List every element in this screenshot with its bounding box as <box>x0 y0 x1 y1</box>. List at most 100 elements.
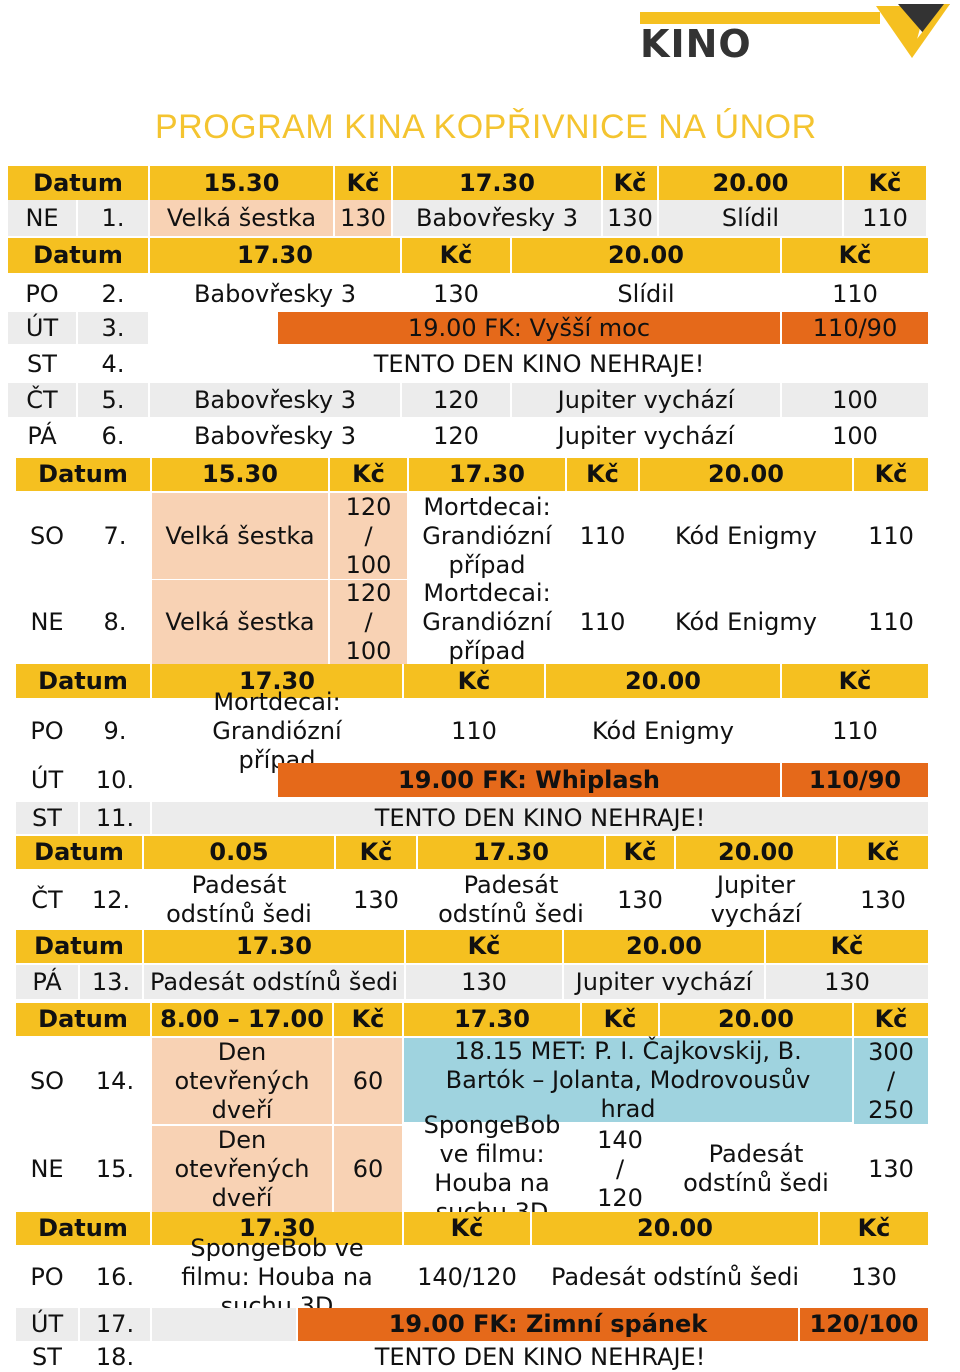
film-title: Den otevřených dveří <box>152 1038 332 1124</box>
header-time: 17.30 <box>393 166 601 200</box>
film-title: Slídil <box>659 200 842 236</box>
price: 110/90 <box>782 312 928 344</box>
film-title: SpongeBob ve filmu: Houba na suchu 3D <box>423 1111 561 1226</box>
day-date: 2. <box>101 279 125 308</box>
film-title: Padesát odstínů šedi <box>438 871 584 928</box>
logo-text: KINO <box>640 22 752 66</box>
film-title: Velká šestka <box>150 200 333 236</box>
day-date: 3. <box>78 312 148 344</box>
header-datum: Datum <box>8 238 148 273</box>
header-datum: Datum <box>16 664 150 698</box>
film-title: Babovřesky 3 <box>193 279 357 308</box>
film-title: SpongeBob ve filmu: Houba na suchu 3D <box>181 1233 373 1320</box>
price: 100 <box>832 421 878 450</box>
price: 110 <box>832 716 878 745</box>
film-title: Padesát odstínů šedi <box>166 871 312 928</box>
day-name: SO <box>29 521 65 550</box>
header-datum: Datum <box>8 166 148 200</box>
header-kc: Kč <box>404 1212 530 1245</box>
day-name: ST <box>32 1342 62 1371</box>
day-name: NE <box>30 1154 64 1183</box>
day-date: 14. <box>95 1066 135 1095</box>
day-name: NE <box>8 200 76 236</box>
header-kc: Kč <box>582 1003 658 1036</box>
price: 110 <box>579 607 626 636</box>
day-date: 5. <box>78 383 148 417</box>
header-kc: Kč <box>766 930 928 963</box>
price: 130 <box>860 885 906 914</box>
price: 110 <box>832 279 878 308</box>
film-title: Mortdecai: Grandiózní případ <box>422 578 552 665</box>
header-time: 20.00 <box>564 930 764 963</box>
header-time: 17.30 <box>409 458 565 491</box>
price: 120 / 100 <box>330 493 407 579</box>
day-date: 8. <box>103 607 127 636</box>
price: 140/120 <box>417 1262 517 1291</box>
film-title: Padesát odstínů šedi <box>550 1262 800 1291</box>
price: 110 <box>451 716 497 745</box>
empty-cell <box>150 312 276 344</box>
price: 110 <box>868 607 914 636</box>
day-name: SO <box>29 1066 65 1095</box>
day-date: 13. <box>80 965 142 999</box>
price: 300 / 250 <box>854 1038 928 1124</box>
price: 130 <box>335 200 391 236</box>
header-kc: Kč <box>334 1003 402 1036</box>
header-time: 20.00 <box>676 836 836 869</box>
header-kc: Kč <box>404 664 544 698</box>
header-kc: Kč <box>820 1212 928 1245</box>
day-name: PÁ <box>16 965 78 999</box>
header-time: 20.00 <box>512 238 780 273</box>
film-title: Kód Enigmy <box>592 716 734 745</box>
header-time: 17.30 <box>404 1003 580 1036</box>
day-name: ČT <box>8 383 76 417</box>
film-club-screening: 19.00 FK: Vyšší moc <box>278 312 780 344</box>
day-date: 4. <box>101 349 125 378</box>
price: 110 <box>579 521 626 550</box>
header-time: 17.30 <box>150 238 400 273</box>
header-time: 17.30 <box>152 664 402 698</box>
price: 110 <box>844 200 926 236</box>
film-title: Babovřesky 3 <box>393 200 601 236</box>
header-kc: Kč <box>567 458 638 491</box>
price: 110/90 <box>782 763 928 797</box>
header-datum: Datum <box>16 930 142 963</box>
film-title: Babovřesky 3 <box>193 421 357 450</box>
empty-cell <box>152 1308 296 1341</box>
header-time: 20.00 <box>532 1212 818 1245</box>
page-title: PROGRAM KINA KOPŘIVNICE NA ÚNOR <box>155 108 817 146</box>
header-kc: Kč <box>335 166 391 200</box>
header-time: 15.30 <box>150 166 333 200</box>
price: 130 <box>353 885 399 914</box>
header-time: 20.00 <box>659 166 842 200</box>
film-title: Slídil <box>617 279 675 308</box>
header-datum: Datum <box>16 836 142 869</box>
day-name: NE <box>30 607 64 636</box>
header-kc: Kč <box>838 836 928 869</box>
header-kc: Kč <box>782 238 928 273</box>
met-opera-screening: 18.15 MET: P. I. Čajkovskij, B. Bartók –… <box>404 1037 852 1123</box>
film-title: Jupiter vychází <box>512 383 780 417</box>
film-title: Velká šestka <box>152 493 328 579</box>
price: 130 <box>868 1154 914 1183</box>
price: 120 <box>433 421 479 450</box>
header-time: 17.30 <box>418 836 604 869</box>
header-kc: Kč <box>330 458 407 491</box>
header-time: 15.30 <box>152 458 328 491</box>
header-datum: Datum <box>16 1003 150 1036</box>
header-kc: Kč <box>606 836 674 869</box>
header-kc: Kč <box>854 1003 928 1036</box>
header-time: 0.05 <box>144 836 334 869</box>
film-title: Jupiter vychází <box>564 965 764 999</box>
header-time: 20.00 <box>660 1003 852 1036</box>
day-name: ÚT <box>16 1308 78 1341</box>
header-time: 8.00 – 17.00 <box>152 1003 332 1036</box>
header-time: 20.00 <box>546 664 780 698</box>
header-time: 17.30 <box>144 930 404 963</box>
film-title: Babovřesky 3 <box>150 383 400 417</box>
price: 60 <box>334 1038 402 1124</box>
day-date: 17. <box>80 1308 150 1341</box>
header-kc: Kč <box>406 930 562 963</box>
header-datum: Datum <box>16 1212 150 1245</box>
film-title: Kód Enigmy <box>675 607 817 636</box>
